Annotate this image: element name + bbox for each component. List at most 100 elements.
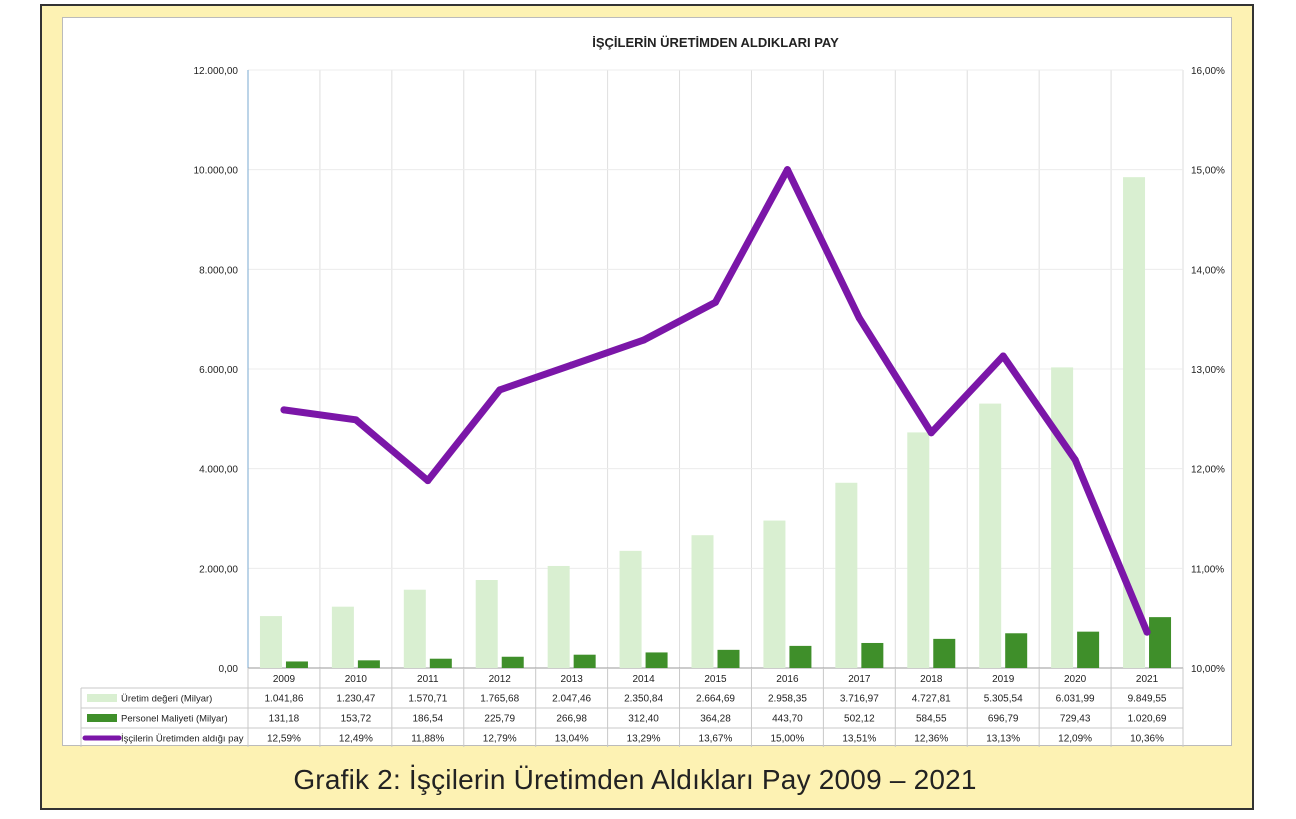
data-label: 13,51%	[842, 734, 876, 745]
data-label: 131,18	[269, 714, 300, 725]
x-tick-label: 2012	[489, 674, 512, 685]
data-label: 1.041,86	[264, 694, 303, 705]
line-point	[640, 336, 648, 344]
y2-tick-label: 13,00%	[1191, 365, 1225, 376]
line-point	[999, 352, 1007, 360]
data-label: 729,43	[1060, 714, 1091, 725]
chart-panel: İŞÇİLERİN ÜRETİMDEN ALDIKLARI PAY 0,00 2.0…	[62, 17, 1232, 747]
bar-uretim-degeri	[691, 535, 714, 668]
data-label: 3.716,97	[840, 694, 879, 705]
line-point	[280, 406, 288, 414]
data-label: 5.305,54	[984, 694, 1023, 705]
bar-uretim-degeri	[259, 616, 282, 668]
bar-personel-maliyeti	[357, 660, 380, 668]
line-point	[1071, 456, 1079, 464]
data-label: 12,09%	[1058, 734, 1092, 745]
bar-personel-maliyeti	[1077, 631, 1100, 668]
data-label: 502,12	[844, 714, 875, 725]
y2-tick-label: 10,00%	[1191, 664, 1225, 675]
y-tick-label: 2.000,00	[199, 564, 238, 575]
bar-uretim-degeri	[331, 606, 354, 668]
x-tick-label: 2016	[776, 674, 799, 685]
bar-personel-maliyeti	[717, 649, 740, 668]
line-point	[424, 477, 432, 485]
bar-uretim-degeri	[907, 432, 930, 668]
legend-swatch	[87, 714, 117, 722]
bar-personel-maliyeti	[573, 654, 596, 668]
bar-uretim-degeri	[475, 580, 498, 668]
bar-personel-maliyeti	[285, 661, 308, 668]
y-tick-label: 4.000,00	[199, 465, 238, 476]
legend-label: İşçilerin Üretimden aldığı pay	[121, 734, 244, 745]
line-point	[1143, 628, 1151, 636]
data-label: 2.047,46	[552, 694, 591, 705]
data-label: 6.031,99	[1056, 694, 1095, 705]
legend-swatch	[87, 694, 117, 702]
data-label: 15,00%	[770, 734, 804, 745]
bar-uretim-degeri	[763, 520, 786, 668]
y-tick-label: 0,00	[219, 664, 239, 675]
bar-personel-maliyeti	[861, 642, 884, 668]
line-point	[496, 386, 504, 394]
bar-uretim-degeri	[1123, 177, 1146, 668]
y-tick-label: 12.000,00	[194, 66, 239, 77]
x-tick-label: 2017	[848, 674, 871, 685]
data-label: 1.570,71	[408, 694, 447, 705]
data-label: 12,49%	[339, 734, 373, 745]
data-label: 11,88%	[411, 734, 444, 745]
line-point	[568, 361, 576, 369]
data-label: 12,59%	[267, 734, 301, 745]
x-tick-label: 2014	[632, 674, 655, 685]
x-tick-label: 2021	[1136, 674, 1159, 685]
bar-personel-maliyeti	[789, 645, 812, 668]
bar-uretim-degeri	[619, 550, 642, 668]
data-label: 2.350,84	[624, 694, 663, 705]
data-label: 266,98	[556, 714, 587, 725]
bar-personel-maliyeti	[1005, 633, 1028, 668]
data-label: 1.765,68	[480, 694, 519, 705]
data-label: 12,36%	[914, 734, 948, 745]
data-label: 9.849,55	[1128, 694, 1167, 705]
bar-uretim-degeri	[979, 403, 1002, 668]
data-label: 2.664,69	[696, 694, 735, 705]
data-label: 4.727,81	[912, 694, 951, 705]
bar-personel-maliyeti	[501, 656, 524, 668]
y2-tick-label: 12,00%	[1191, 465, 1225, 476]
y-tick-label: 8.000,00	[199, 265, 238, 276]
line-point	[855, 314, 863, 322]
y2-tick-label: 16,00%	[1191, 66, 1225, 77]
line-point	[927, 429, 935, 437]
legend-label: Personel Maliyeti (Milyar)	[121, 714, 228, 725]
y2-tick-label: 11,00%	[1191, 564, 1224, 575]
x-tick-label: 2019	[992, 674, 1015, 685]
line-isci-payi	[280, 166, 1151, 636]
data-label: 2.958,35	[768, 694, 807, 705]
x-tick-label: 2013	[561, 674, 584, 685]
x-tick-label: 2015	[704, 674, 727, 685]
x-tick-label: 2020	[1064, 674, 1087, 685]
data-label: 186,54	[413, 714, 444, 725]
y2-tick-label: 14,00%	[1191, 265, 1225, 276]
data-label: 584,55	[916, 714, 947, 725]
bar-uretim-degeri	[547, 565, 570, 668]
data-label: 225,79	[484, 714, 515, 725]
bar-personel-maliyeti	[645, 652, 668, 668]
data-label: 10,36%	[1130, 734, 1164, 745]
bar-uretim-degeri	[1051, 367, 1074, 668]
data-label: 1.020,69	[1128, 714, 1167, 725]
chart-title: İŞÇİLERİN ÜRETİMDEN ALDIKLARI PAY	[592, 35, 839, 50]
bar-personel-maliyeti	[933, 638, 956, 668]
data-label: 1.230,47	[336, 694, 375, 705]
data-label: 443,70	[772, 714, 803, 725]
y-tick-label: 10.000,00	[194, 166, 239, 177]
x-tick-label: 2009	[273, 674, 296, 685]
bar-uretim-degeri	[403, 589, 426, 668]
data-label: 696,79	[988, 714, 1019, 725]
x-tick-label: 2011	[417, 674, 439, 685]
combo-chart: İŞÇİLERİN ÜRETİMDEN ALDIKLARI PAY 0,00 2.0…	[80, 35, 1225, 747]
bar-personel-maliyeti	[429, 658, 452, 668]
bar-uretim-degeri	[835, 482, 858, 668]
x-tick-label: 2018	[920, 674, 943, 685]
figure-caption: Grafik 2: İşçilerin Üretimden Aldıkları …	[293, 764, 977, 795]
x-tick-label: 2010	[345, 674, 368, 685]
